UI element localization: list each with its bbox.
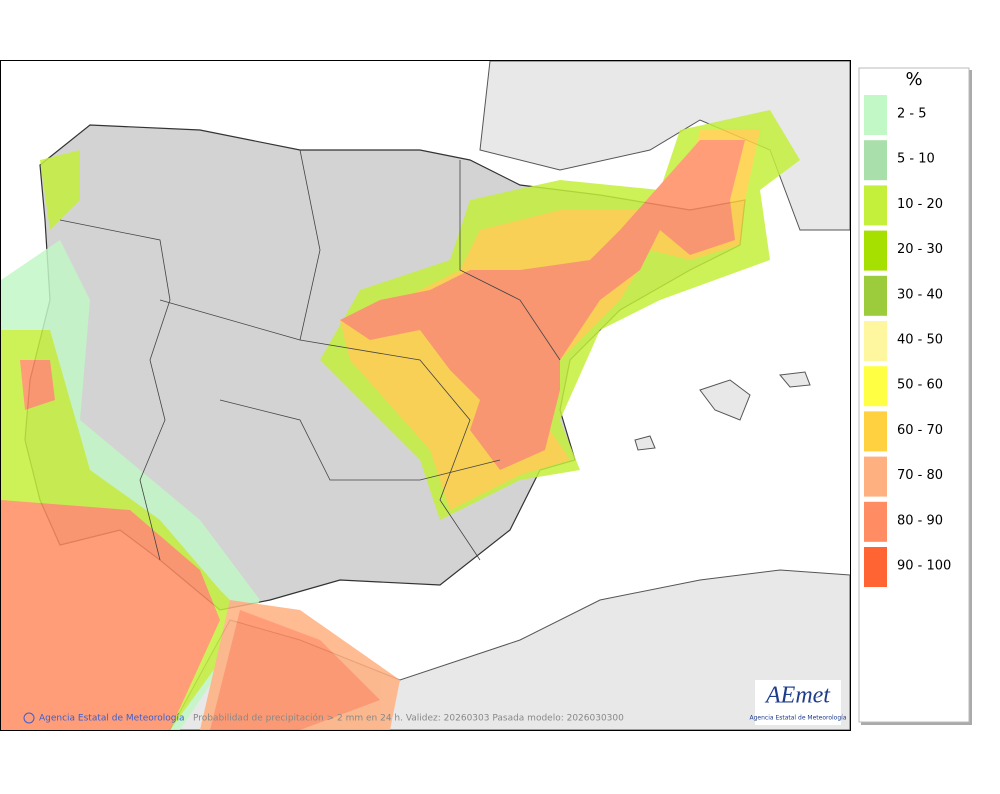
- legend-swatch: [864, 411, 887, 452]
- logo-box: [755, 680, 841, 725]
- map-frame: [0, 60, 851, 731]
- caption: Probabilidad de precipitación > 2 mm en …: [193, 713, 624, 724]
- logo-name: AEmet: [764, 683, 831, 709]
- legend-items: 2 - 5 5 - 10 10 - 20 20 - 30 30 - 40 40 - 50 5…: [864, 95, 951, 587]
- legend-title: %: [905, 69, 922, 90]
- legend-label: 5 - 10: [897, 152, 935, 167]
- legend-label: 2 - 5: [897, 107, 927, 122]
- copyright-icon: [23, 712, 35, 724]
- legend-swatch: [864, 321, 887, 361]
- legend-swatch: [864, 366, 887, 407]
- legend-label: 10 - 20: [897, 197, 943, 212]
- legend-label: 80 - 90: [897, 513, 943, 528]
- legend-swatch: [864, 140, 887, 181]
- legend-label: 70 - 80: [897, 468, 943, 483]
- legend-swatch: [864, 230, 887, 271]
- legend-swatch: [864, 185, 887, 226]
- credit: Agencia Estatal de Meteorología: [39, 714, 185, 724]
- legend-label: 90 - 100: [897, 559, 951, 574]
- legend-label: 20 - 30: [897, 242, 943, 257]
- legend-swatch: [864, 456, 887, 497]
- probability-field: [1, 110, 800, 730]
- legend-swatch: [864, 95, 887, 135]
- legend-label: 50 - 60: [897, 378, 943, 393]
- legend-label: 30 - 40: [897, 287, 943, 302]
- legend-swatch: [864, 547, 887, 587]
- legend-label: 60 - 70: [897, 423, 943, 438]
- borders: [59, 149, 561, 561]
- legend-label: 40 - 50: [897, 333, 943, 348]
- map: [1, 61, 850, 730]
- legend-swatch: [864, 501, 887, 542]
- logo-subtitle: Agencia Estatal de Meteorología: [750, 715, 847, 722]
- balearic-islands: [634, 371, 811, 451]
- legend-swatch: [864, 275, 887, 316]
